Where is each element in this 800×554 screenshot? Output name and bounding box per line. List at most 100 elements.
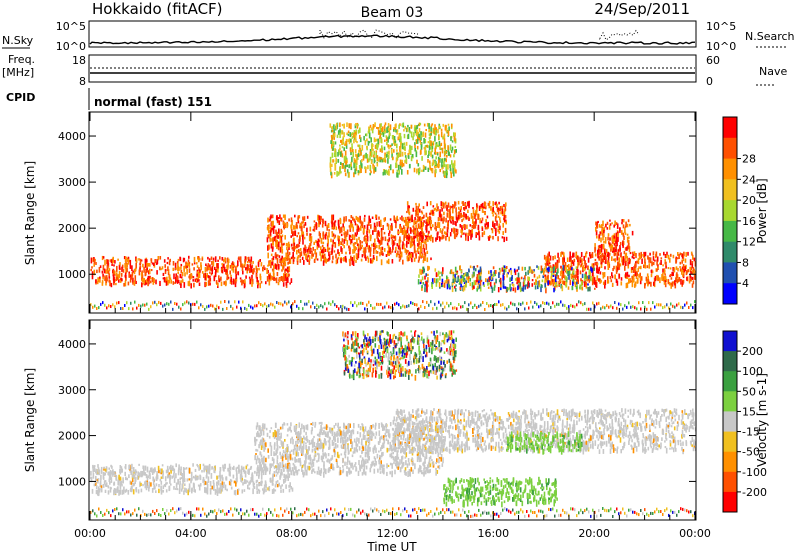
power-pixel [309,243,312,246]
power-pixel [115,276,118,281]
velocity-pixel [245,465,248,470]
velocity-pixel [288,488,291,493]
power-pixel [420,142,422,145]
power-pixel [409,254,411,258]
power-pixel [625,272,627,278]
velocity-pixel [385,438,388,441]
velocity-pixel [424,424,427,427]
velocity-pixel [201,469,203,473]
velocity-pixel [148,483,151,489]
velocity-pixel [306,424,309,431]
velocity-pixel [258,490,261,493]
power-pixel [433,208,436,211]
power-pixel [443,144,446,149]
power-pixel [601,224,603,228]
power-pixel [422,222,424,228]
power-pixel [101,270,104,274]
power-pixel [306,232,308,236]
power-pixel [263,265,265,270]
power-pixel [621,222,623,225]
power-pixel [351,223,354,227]
power-pixel [382,132,385,137]
velocity-pixel [122,477,124,481]
power-pixel [283,273,285,279]
power-pixel [553,287,555,293]
power-pixel [691,270,694,273]
power-pixel [106,259,108,265]
power-pixel [507,287,510,291]
power-pixel [682,274,684,277]
power-pixel [311,250,313,257]
power-pixel [256,304,258,308]
power-pixel [619,263,622,267]
power-pixel [552,264,555,269]
power-pixel [495,232,497,236]
power-echo-region [594,219,634,261]
power-pixel [639,255,641,259]
power-pixel [163,259,166,263]
power-pixel [355,162,357,169]
power-pixel [583,268,586,272]
power-pixel [501,267,504,272]
power-pixel [193,282,195,288]
power-pixel [294,300,296,304]
power-pixel [272,220,274,227]
power-pixel [446,226,449,233]
power-pixel [431,284,433,289]
velocity-pixel [93,465,96,472]
velocity-pixel [192,463,194,467]
power-pixel [351,225,354,228]
velocity-pixel [363,462,366,467]
velocity-pixel [276,465,278,471]
power-pixel [644,265,647,269]
power-pixel [304,244,306,251]
velocity-pixel [119,470,122,475]
power-pixel [571,267,573,271]
power-pixel [153,278,155,283]
power-pixel [514,303,516,307]
power-pixel [352,226,354,232]
power-pixel [247,261,249,264]
power-pixel [693,268,695,272]
velocity-pixel [203,483,206,486]
power-pixel [349,147,352,152]
power-pixel [447,202,450,208]
power-pixel [209,282,211,286]
power-pixel [634,269,636,272]
power-near-range-speckle [90,300,696,311]
power-pixel [492,206,494,212]
power-pixel [269,260,271,265]
velocity-pixel [244,470,247,473]
velocity-pixel [323,453,326,457]
power-pixel [148,307,150,311]
power-pixel [614,245,617,249]
power-pixel [602,274,605,279]
velocity-pixel [289,482,291,488]
power-pixel [561,280,564,285]
power-pixel [473,271,475,277]
power-pixel [611,275,614,279]
power-pixel [328,254,331,260]
power-pixel [391,259,394,264]
power-pixel [343,226,345,232]
power-pixel [366,145,368,149]
power-pixel [258,267,260,271]
power-pixel [566,269,569,273]
power-pixel [329,156,332,163]
power-pixel [404,155,407,158]
power-pixel [342,223,344,228]
power-pixel [333,152,336,157]
power-pixel [415,212,417,217]
power-pixel [694,270,697,273]
colorbar-tick-label: 28 [742,153,756,166]
power-pixel [610,279,613,283]
power-pixel [440,128,443,132]
power-pixel [562,265,565,271]
power-pixel [370,224,372,229]
power-pixel [375,150,378,153]
power-pixel [445,164,447,170]
power-pixel [295,222,298,229]
power-pixel [496,220,498,226]
power-pixel [430,151,432,157]
power-pixel [364,214,366,218]
